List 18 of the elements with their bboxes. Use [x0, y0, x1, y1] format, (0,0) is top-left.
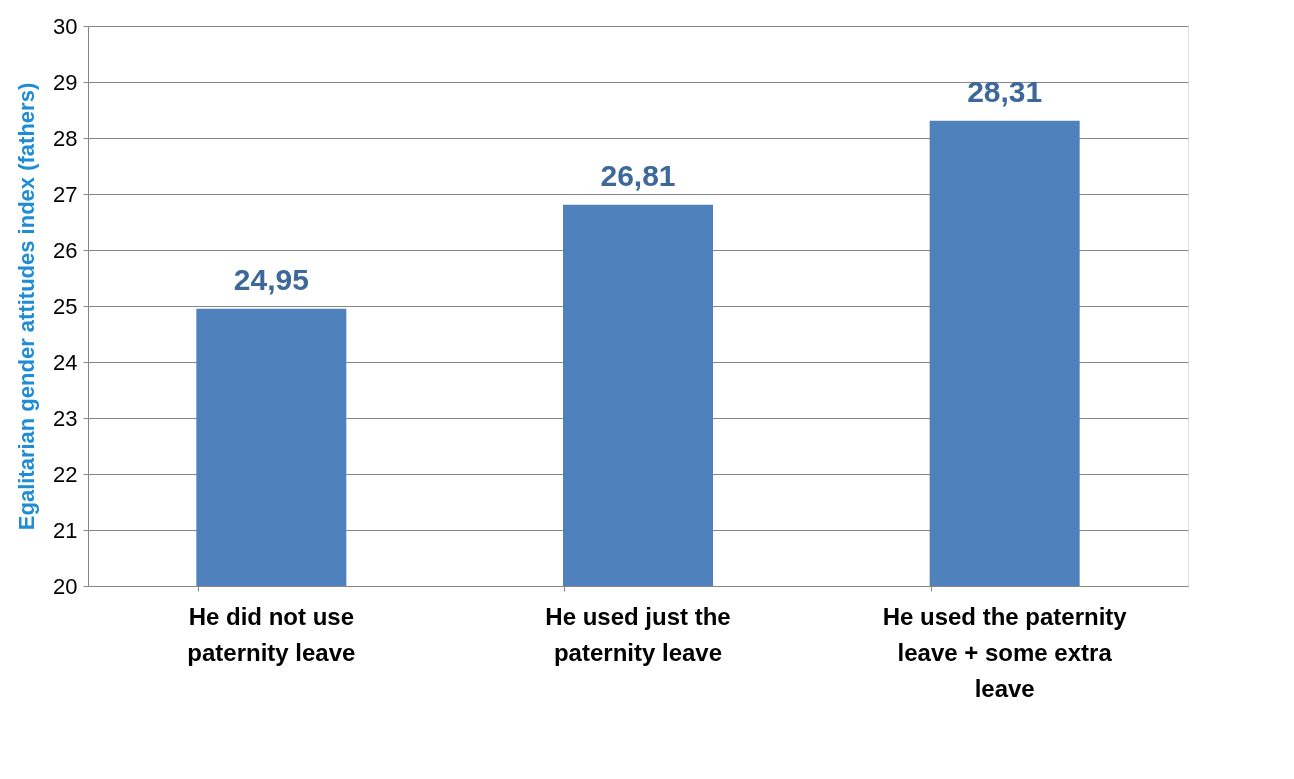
data-label: 24,95 [233, 262, 309, 296]
x-tick-label: He used the paternity leave + some extra leave [882, 602, 1128, 702]
y-tick-label: 20 [53, 573, 78, 599]
y-tick-label: 27 [53, 181, 78, 207]
data-label: 28,31 [967, 74, 1043, 108]
y-tick-label: 22 [53, 461, 78, 487]
y-tick-label: 23 [53, 405, 78, 431]
y-tick-label: 28 [53, 125, 78, 151]
y-tick-label: 24 [53, 349, 78, 375]
x-tick-label: He used just the paternity leave [545, 602, 731, 666]
y-tick-label: 29 [53, 69, 78, 95]
y-tick-label: 30 [53, 13, 78, 39]
y-axis-title: Egalitarian gender attitudes index (fathers) [14, 82, 40, 531]
y-tick-label: 26 [53, 237, 78, 263]
x-tick-label: He did not use paternity leave [187, 602, 356, 666]
y-tick-label: 21 [53, 517, 78, 543]
y-tick-label: 25 [53, 293, 78, 319]
data-label: 26,81 [600, 158, 676, 192]
